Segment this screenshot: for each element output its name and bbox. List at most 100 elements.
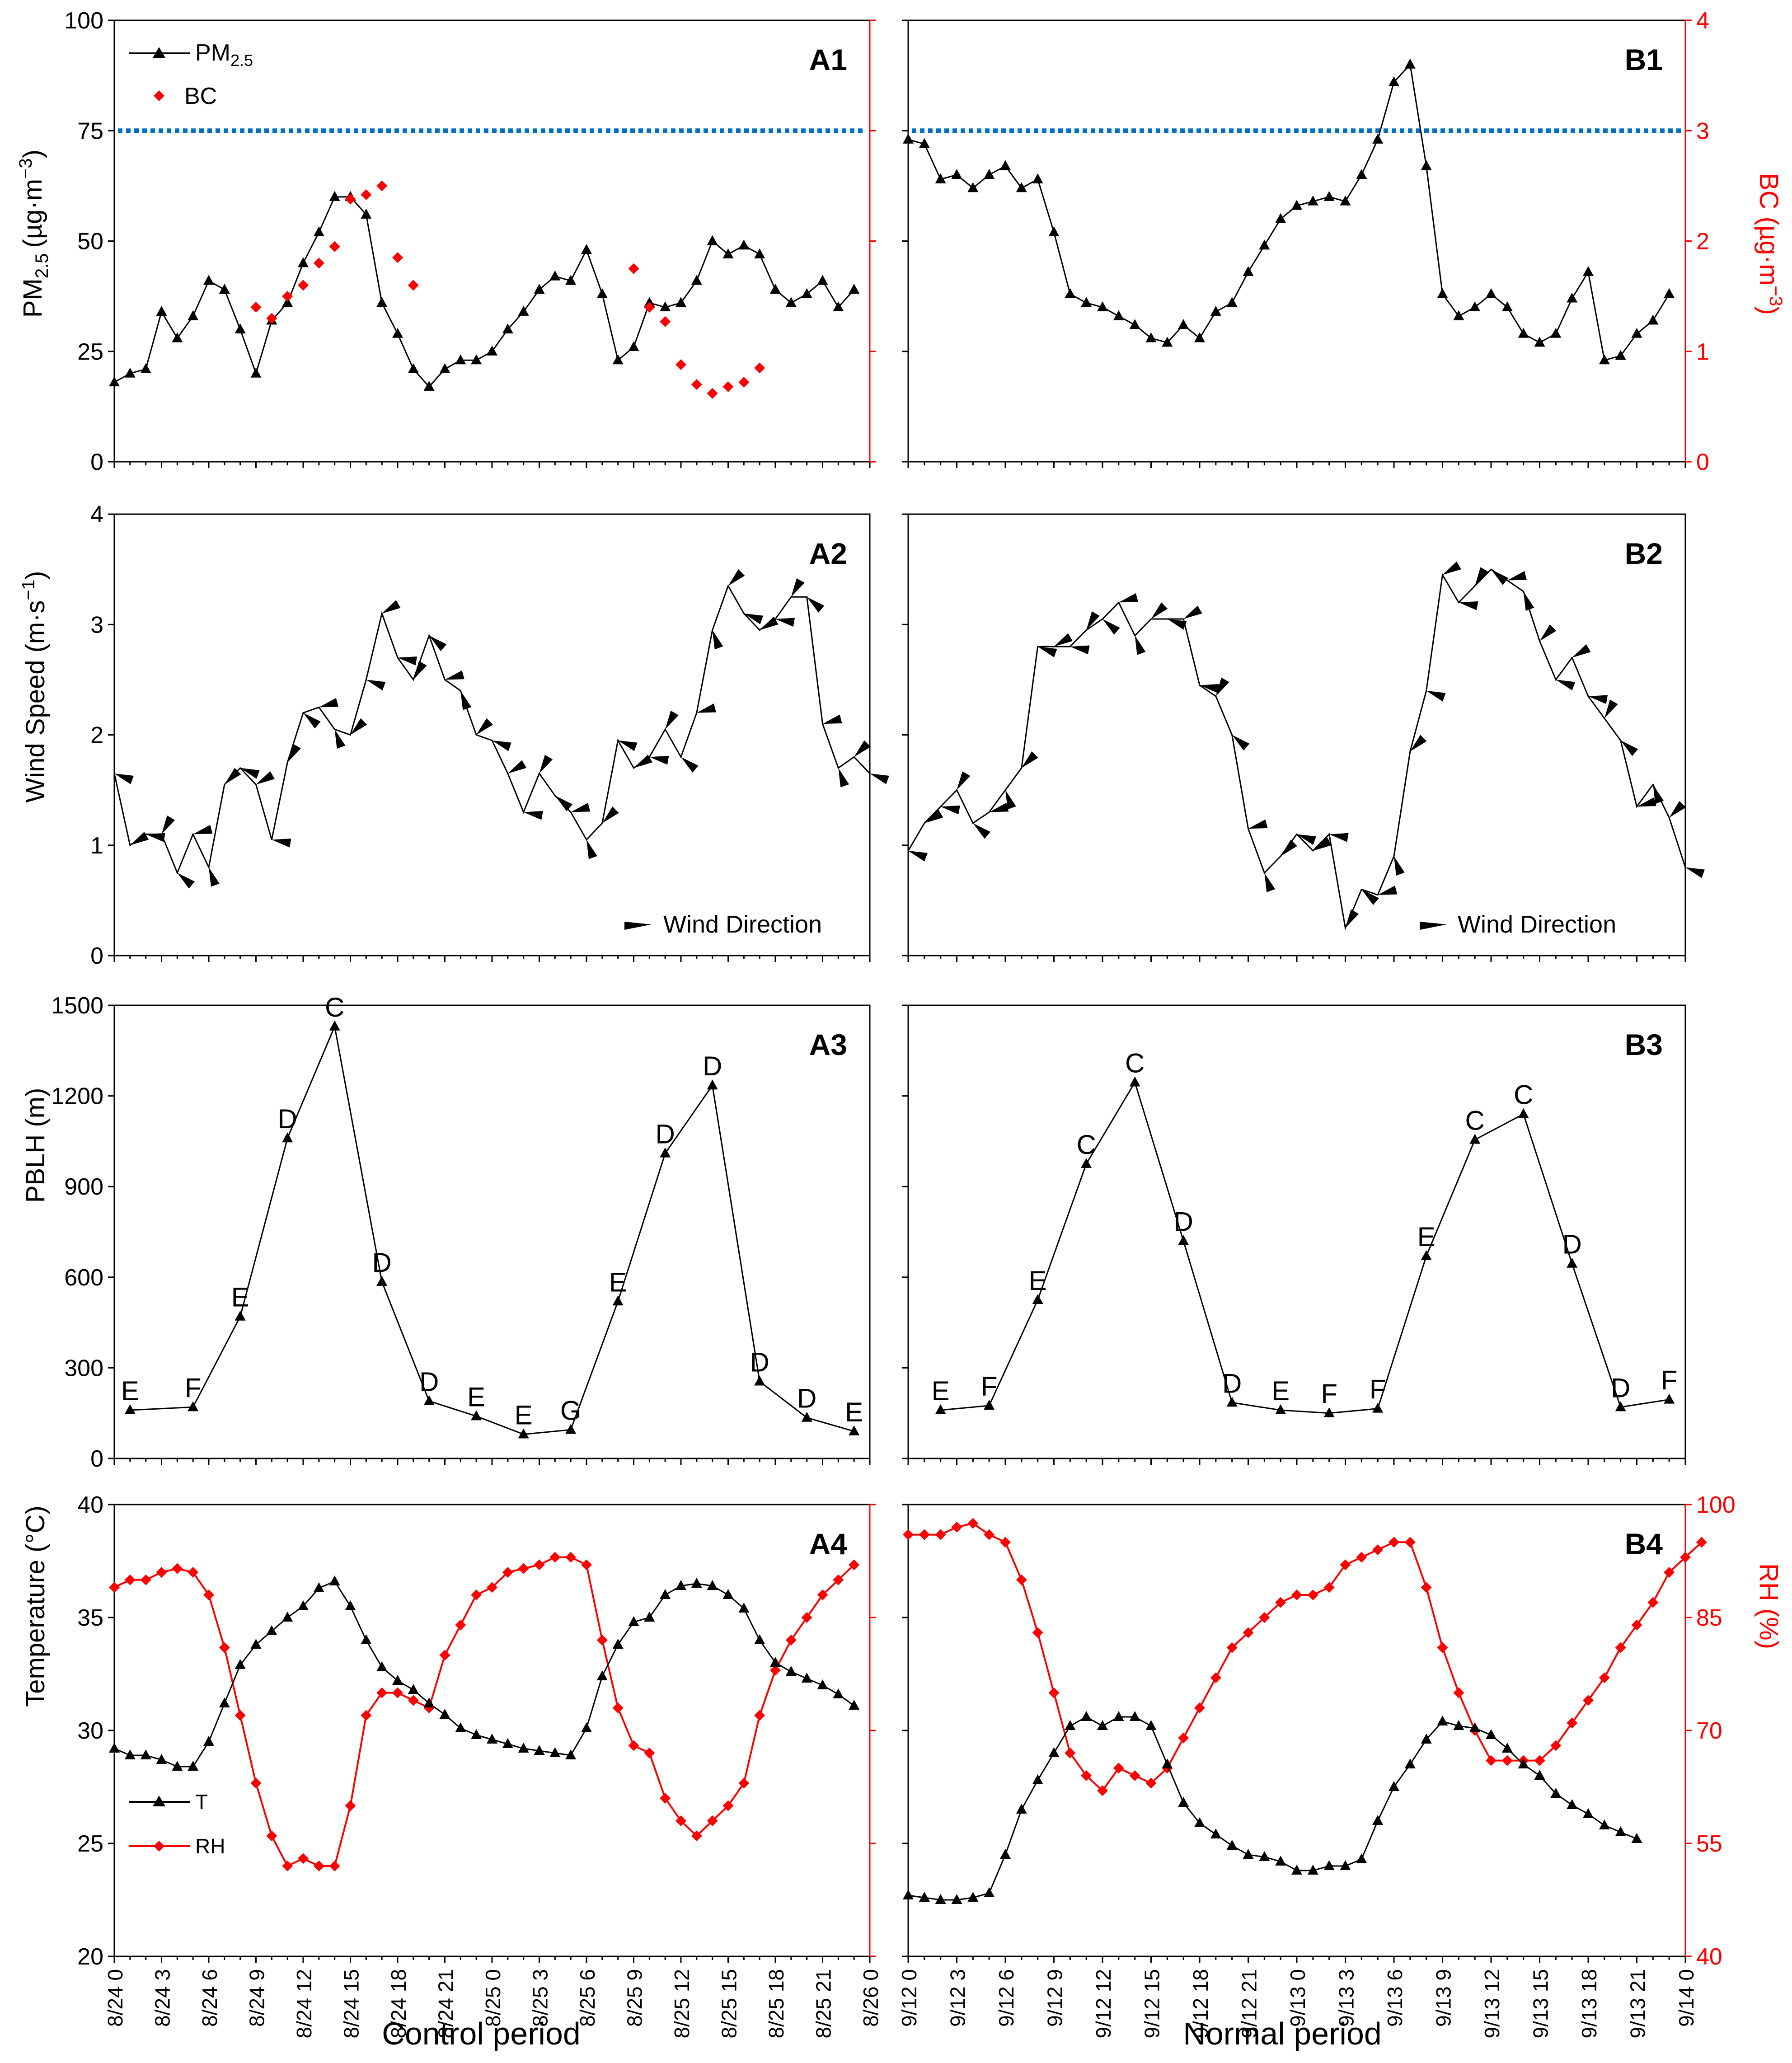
rh-point [1550,1740,1562,1751]
rh-point [1567,1717,1578,1729]
wind-direction-arrow [240,768,260,779]
plot-frame [113,513,871,956]
pm25-point [534,283,545,294]
rh-point [676,1815,686,1826]
panel-B1: 0 1 2 3 4 B1 [902,8,1709,475]
rh-point [1194,1702,1205,1713]
rh-point [1583,1695,1594,1706]
rh-point [156,1567,167,1578]
wind-direction-arrow [854,740,871,757]
wind-direction-arrow [973,823,990,839]
temperature-point [250,1639,262,1649]
pm25-point [801,288,812,298]
temperature-point [785,1666,797,1676]
stability-class-label: E [467,1382,485,1412]
rh-point [1453,1687,1464,1698]
pblh-line [130,1024,854,1435]
wind-direction-arrow [1378,886,1398,895]
pm25-point [1065,288,1076,298]
wind-direction-arrow [1329,833,1349,842]
stability-class-label: C [1125,1048,1145,1078]
pm25-point [376,297,388,307]
temperature-point [707,1580,718,1590]
rh-point [455,1619,466,1631]
temperature-point [109,1743,120,1753]
wind-direction-arrow [760,616,779,630]
rh-point [628,1740,639,1751]
y-tick-label: 25 [77,339,103,365]
temperature-point [1421,1734,1432,1744]
x-tick-label: 9/13 12 [1480,1969,1504,2038]
temperature-point [1469,1722,1481,1732]
stability-class-label: D [419,1367,439,1397]
temperature-point [1583,1808,1594,1818]
x-tick-label: 9/13 21 [1626,1969,1650,2038]
legend-rh-marker [154,1841,164,1852]
pm25-point [1048,226,1060,236]
pm25-point [707,235,718,245]
pm25-point [1631,328,1642,338]
temperature-point [235,1659,246,1669]
stability-class-label: D [1611,1373,1630,1403]
rh-point [1356,1552,1367,1563]
legend-t-label: T [195,1790,208,1814]
pblh-point [329,1020,340,1031]
temperature-point [203,1736,214,1746]
ylabel-wind-speed: Wind Speed (m·s−1) [19,571,50,803]
x-tick-label: 8/25 21 [812,1969,835,2038]
wind-direction-arrow [1361,889,1379,905]
rh-point [1275,1597,1286,1608]
stability-class-label: D [1562,1229,1581,1260]
wind-direction-arrow [539,755,553,774]
bc-point [660,316,671,327]
rh-point [1113,1763,1124,1774]
rh-point [660,1793,671,1804]
wind-direction-arrow [1685,867,1705,878]
y-tick-label: 1500 [51,993,103,1019]
legend-wind-label-a2: Wind Direction [663,911,822,938]
rh-point [1647,1597,1659,1608]
wind-direction-arrow [1394,856,1405,876]
rh-point [1372,1544,1384,1555]
wind-direction-arrow [1637,797,1656,807]
pm25-point [770,283,781,294]
temperature-point [487,1734,497,1744]
pm25-point [951,169,962,179]
wind-direction-arrow [555,795,572,811]
pm25-point [722,248,734,258]
wind-direction-arrow [1620,740,1638,756]
stability-class-label: D [750,1347,769,1377]
rh-point [1032,1627,1043,1638]
wind-direction-arrow [303,713,321,729]
y-tick-label: 0 [90,1446,103,1472]
rh-point [1534,1755,1545,1766]
pm25-point [1486,288,1496,298]
temperature-point [722,1589,734,1599]
pblh-point [1469,1134,1481,1144]
temperature-point [1145,1720,1157,1730]
rh-point [1680,1552,1691,1563]
pm25-point [219,283,230,294]
stability-class-label: F [1370,1374,1386,1405]
wind-direction-arrow [791,578,805,597]
temperature-point [1162,1758,1173,1768]
rh-point [313,1861,324,1871]
x-tick-label: 8/24 6 [198,1969,221,2027]
temperature-point [1032,1774,1043,1784]
temperature-point [1453,1720,1464,1730]
rh-point [644,1748,655,1758]
rh-point [1486,1755,1496,1766]
rh-point [282,1861,293,1871]
panel-A2: 0 1 2 3 4 A2 [90,502,889,969]
legend-bc-marker [154,90,164,101]
wind-direction-arrow [1426,690,1446,702]
bc-point [266,313,277,324]
pm25-point [754,248,765,258]
y-tick-label: 40 [77,1492,103,1518]
rh-point [1048,1687,1060,1698]
wind-direction-arrow [1556,680,1576,691]
bc-point [345,193,356,205]
wind-direction-arrow [1539,624,1557,641]
rh-point [722,1800,734,1811]
